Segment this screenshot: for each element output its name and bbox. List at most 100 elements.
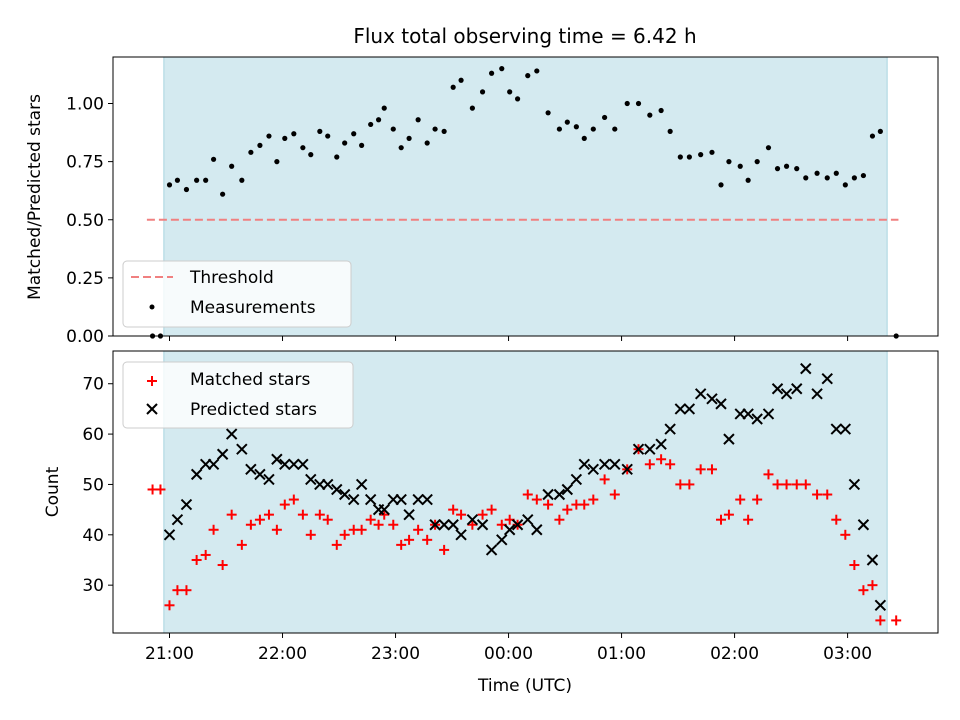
matched-star-point	[812, 489, 823, 500]
measurement-point	[317, 128, 323, 134]
matched-star-point	[477, 509, 488, 520]
measurement-point	[194, 177, 200, 183]
ratio-axes-frame	[112, 56, 939, 337]
measurement-point	[183, 186, 190, 193]
matched-star-point	[413, 524, 424, 535]
measurement-point	[220, 191, 226, 197]
predicted-star-point	[476, 519, 489, 531]
predicted-star-point	[305, 473, 317, 486]
measurement-point	[783, 163, 790, 169]
measurement-point	[814, 170, 820, 176]
predicted-star-point	[338, 488, 351, 501]
matched-star-point	[388, 519, 399, 530]
predicted-star-point	[780, 388, 793, 400]
matched-star-point	[456, 509, 467, 520]
measurement-point	[635, 100, 642, 107]
ratio-y-tick-label: 0.25	[66, 269, 104, 289]
predicted-star-point	[421, 493, 433, 506]
matched-star-point	[263, 509, 274, 520]
predicted-star-point	[438, 519, 450, 531]
x-tick-label: 00:00	[484, 644, 533, 664]
matched-star-point	[379, 509, 390, 520]
measurement-point	[450, 84, 456, 90]
matched-star-point	[486, 504, 497, 515]
legend-predicted-label: Predicted stars	[190, 400, 317, 420]
measurement-point	[851, 175, 857, 181]
measurement-point	[624, 100, 630, 107]
ratio-y-tick-label: 0.50	[66, 211, 104, 231]
matched-star-point	[858, 585, 869, 596]
measurement-point	[398, 145, 404, 151]
matched-star-point	[781, 479, 792, 490]
matched-star-point	[579, 499, 590, 510]
predicted-star-point	[496, 534, 508, 546]
predicted-star-point	[762, 408, 775, 420]
measurement-point	[514, 96, 521, 102]
legend-measurements-swatch	[149, 304, 155, 310]
measurement-point	[612, 126, 618, 132]
predicted-star-point	[800, 362, 812, 375]
count-y-tick-label: 40	[82, 526, 104, 546]
measurement-point	[877, 128, 883, 134]
measurement-point	[203, 177, 209, 183]
measurement-point	[698, 152, 704, 158]
matched-star-point	[236, 539, 247, 550]
measurement-point	[415, 117, 421, 123]
matched-star-point	[365, 514, 376, 525]
predicted-star-point	[683, 403, 696, 415]
measurement-point	[381, 105, 387, 111]
matched-star-point	[543, 499, 554, 510]
matched-star-point	[840, 529, 851, 540]
predicted-star-point	[751, 413, 763, 425]
predicted-star-point	[322, 478, 334, 491]
matched-star-point	[822, 489, 833, 500]
matched-star-point	[723, 509, 734, 520]
matched-star-point	[609, 489, 620, 500]
predicted-stars-points	[163, 362, 887, 612]
predicted-star-point	[706, 393, 718, 405]
matched-star-point	[279, 499, 290, 510]
predicted-star-point	[578, 458, 590, 471]
predicted-star-point	[466, 513, 479, 526]
matched-star-point	[467, 519, 478, 530]
count-panel: 21:00 22:00 23:00 00:00 01:00 02:00 03:00 30 40 5…	[43, 350, 939, 696]
predicted-star-point	[791, 383, 803, 395]
matched-star-point	[800, 479, 811, 490]
x-axis-label: Time (UTC)	[477, 676, 572, 696]
predicted-star-point	[271, 453, 283, 465]
measurement-point	[257, 142, 263, 148]
predicted-star-point	[632, 443, 645, 455]
measurement-point	[686, 154, 692, 160]
measurement-point	[726, 159, 732, 165]
measurement-point	[229, 163, 235, 169]
predicted-star-point	[216, 448, 229, 460]
ratio-y-axis-label: Matched/Predicted stars	[25, 94, 45, 300]
measurement-point	[432, 126, 438, 132]
measurement-point	[556, 126, 563, 132]
matched-star-point	[245, 519, 256, 530]
predicted-star-point	[811, 388, 823, 400]
ratio-y-tick-label: 0.00	[66, 327, 104, 347]
predicted-star-point	[190, 468, 203, 481]
matched-star-point	[271, 524, 282, 535]
matched-star-point	[172, 585, 183, 596]
predicted-star-point	[263, 473, 275, 486]
predicted-star-point	[331, 483, 343, 496]
predicted-star-point	[542, 488, 554, 501]
predicted-star-point	[412, 493, 424, 506]
measurement-point	[745, 177, 751, 183]
matched-star-point	[562, 504, 573, 515]
count-legend: Matched stars Predicted stars	[122, 361, 354, 429]
chart-title: Flux total observing time = 6.42 h	[353, 24, 696, 48]
measurement-point	[174, 177, 181, 183]
measurement-point	[765, 145, 772, 151]
measurement-point	[667, 128, 673, 134]
matched-star-point	[226, 509, 237, 520]
predicted-star-point	[522, 513, 534, 526]
measurement-point	[406, 135, 412, 141]
ratio-ticks: 0.00 0.25 0.50 0.75 1.00	[66, 95, 849, 347]
matched-star-point	[772, 479, 783, 490]
predicted-star-point	[245, 463, 257, 476]
predicted-star-point	[587, 463, 600, 476]
